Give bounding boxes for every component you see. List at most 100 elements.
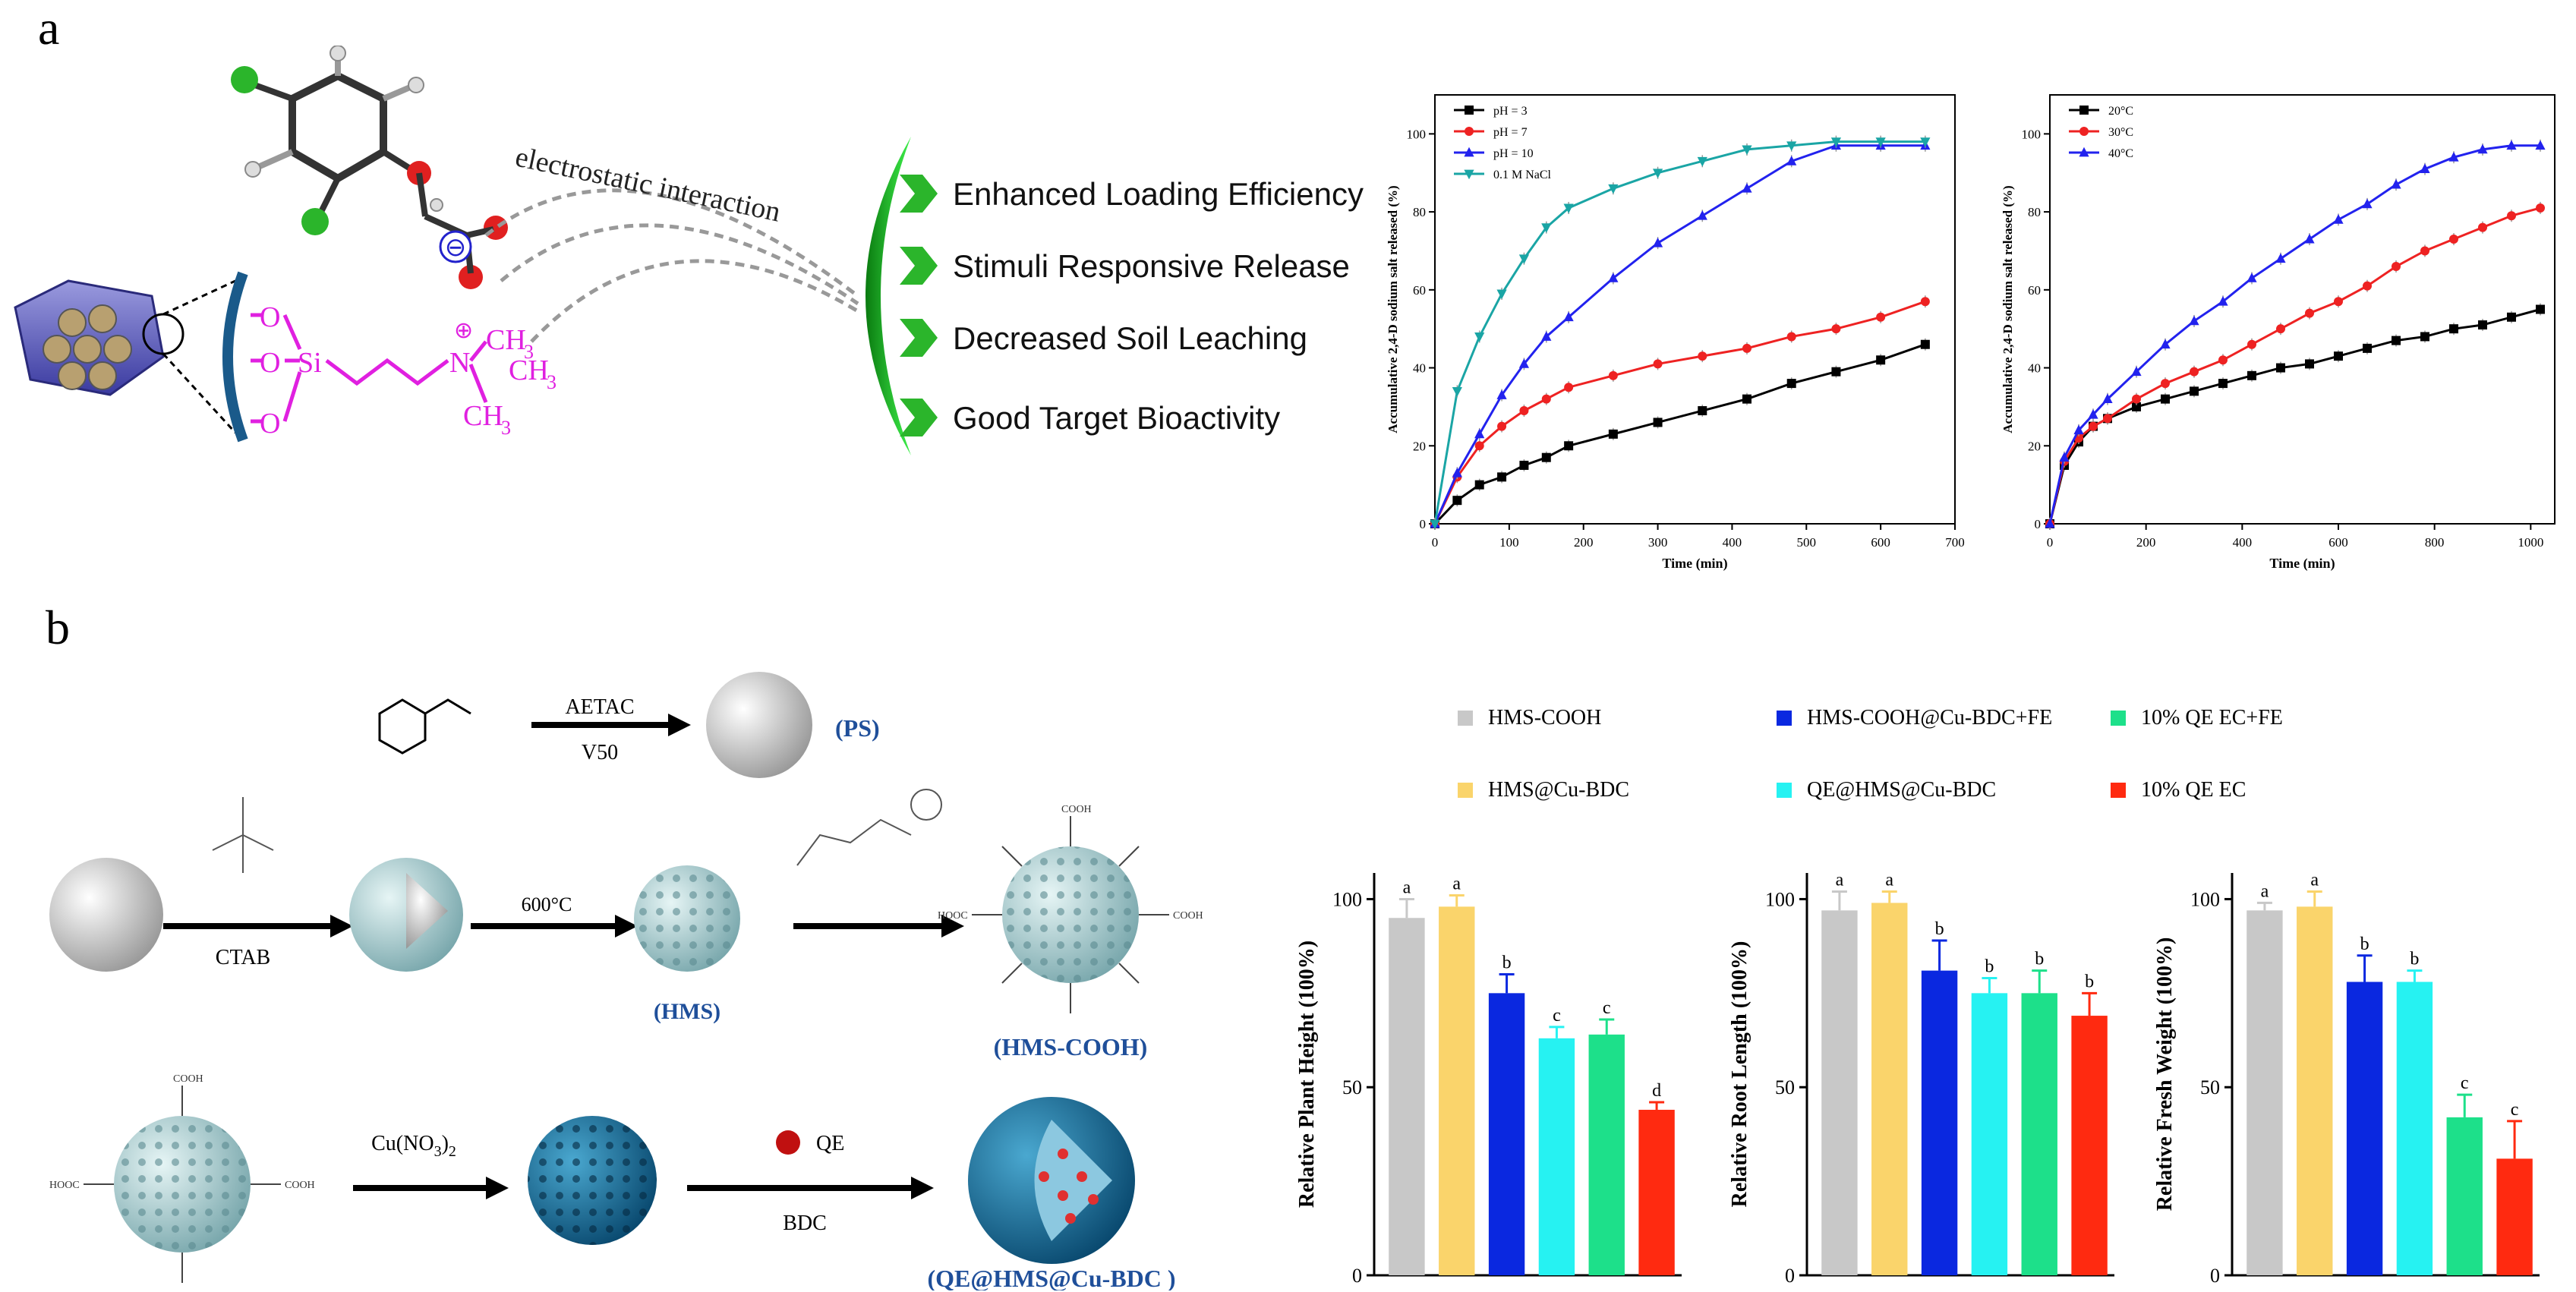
y-axis-label: Relative Plant Height (100%) xyxy=(1295,941,1319,1208)
qe-loaded-particles xyxy=(1039,1149,1099,1224)
feature-1: Enhanced Loading Efficiency xyxy=(953,176,1364,212)
data-point xyxy=(1519,406,1529,416)
legend-label: QE@HMS@Cu-BDC xyxy=(1807,778,1996,802)
data-point xyxy=(1519,460,1529,470)
y-tick-label: 100 xyxy=(1407,127,1427,141)
significance-letter: c xyxy=(2511,1100,2519,1120)
legend-label: HMS-COOH@Cu-BDC+FE xyxy=(1807,706,2052,730)
data-point xyxy=(2045,518,2055,528)
data-point xyxy=(2079,106,2089,115)
x-tick-label: 0 xyxy=(1432,535,1439,550)
series-line xyxy=(2048,144,2540,525)
hms-cooh-ligand-labels: COOH COOH HOOC xyxy=(938,804,1203,922)
x-axis-label: Time (min) xyxy=(1662,556,1727,572)
data-point xyxy=(2059,452,2070,462)
data-point xyxy=(1608,273,1619,282)
data-point xyxy=(1452,468,1462,477)
cu-bdc-pores xyxy=(528,1116,657,1245)
data-point xyxy=(1742,145,1752,156)
data-point xyxy=(2420,163,2430,173)
methyl-3: CH xyxy=(463,400,503,432)
series-ph-7 xyxy=(1430,295,1930,530)
interaction-label: electrostatic interaction xyxy=(512,141,784,228)
series-line xyxy=(2048,308,2541,525)
data-point xyxy=(1564,383,1574,392)
bar xyxy=(1488,993,1525,1275)
methyl-2-sub: 3 xyxy=(547,371,557,393)
y-tick-label: 0 xyxy=(2035,517,2042,531)
reagent-cu-nitrate: Cu(NO3)2 xyxy=(371,1132,456,1160)
data-point xyxy=(2160,339,2171,349)
data-point xyxy=(1496,289,1507,300)
plant-height-chart: 0 50 100 Relative Plant Height (100%) a a b c c d xyxy=(1295,873,1682,1287)
data-point xyxy=(2102,393,2113,404)
ligand-label: COOH xyxy=(173,1073,203,1085)
minus-sign: ⊖ xyxy=(445,234,467,262)
data-point xyxy=(2334,351,2343,361)
reagent-qe: QE xyxy=(816,1132,844,1155)
data-point xyxy=(2218,296,2228,306)
feature-chevron-icon xyxy=(900,175,938,213)
hms-cooh-label: (HMS-COOH) xyxy=(994,1033,1148,1060)
arrow-3-head xyxy=(615,915,638,937)
y-tick-label: 40 xyxy=(1413,361,1426,376)
x-axis-label: Time (min) xyxy=(2269,556,2335,572)
release-ph-chart: 0 100 200 300 400 500 600 700 0 20 40 60 80 100 Time (… xyxy=(1386,94,1965,572)
data-point xyxy=(2477,143,2488,154)
data-point xyxy=(2392,336,2401,345)
bar-legend: HMS-COOH HMS@Cu-BDC HMS-COOH@Cu-BDC+FE QE@H… xyxy=(1458,706,2283,802)
release-temp-chart: 0 200 400 600 800 1000 0 20 40 60 80 100 Time (min) A… xyxy=(2001,94,2556,572)
feature-chevron-icon xyxy=(900,399,938,436)
hms-pores xyxy=(634,865,740,972)
data-point xyxy=(2079,127,2089,136)
data-point xyxy=(2247,273,2257,282)
lens-shape xyxy=(865,137,911,455)
bar xyxy=(2247,910,2283,1275)
data-point xyxy=(2131,366,2142,377)
y-tick-label: 0 xyxy=(1785,1265,1795,1287)
data-point xyxy=(2362,198,2373,209)
calcination-temp: 600°C xyxy=(522,893,572,915)
legend-label: HMS-COOH xyxy=(1488,706,1601,730)
significance-letter: a xyxy=(1885,871,1893,890)
significance-letter: b xyxy=(1935,919,1944,939)
data-point xyxy=(2304,233,2315,244)
ligand-label: COOH xyxy=(285,1180,315,1191)
coated-sphere-cutaway xyxy=(406,873,448,949)
negative-charge-icon xyxy=(439,230,472,263)
data-point xyxy=(1920,339,1930,349)
data-point xyxy=(2161,394,2170,404)
data-point xyxy=(1786,379,1796,389)
feature-2: Stimuli Responsive Release xyxy=(953,248,1350,284)
data-point xyxy=(1452,386,1462,397)
legend-label: HMS@Cu-BDC xyxy=(1488,778,1629,802)
data-point xyxy=(1541,452,1551,462)
y-tick-label: 50 xyxy=(2200,1076,2220,1098)
significance-letter: b xyxy=(1502,953,1512,973)
data-point xyxy=(1563,203,1574,214)
ps-sphere xyxy=(706,672,812,778)
significance-letter: c xyxy=(2461,1073,2469,1093)
methyl-2: CH xyxy=(509,355,549,386)
data-point xyxy=(1564,441,1574,451)
oxygen-1: O xyxy=(260,301,280,333)
data-point xyxy=(2536,203,2545,213)
bar xyxy=(1971,993,2008,1275)
series-ph-10 xyxy=(1430,139,1931,530)
y-tick-label: 100 xyxy=(2190,888,2220,910)
y-axis-label: Relative Fresh Weight (100%) xyxy=(2153,937,2177,1212)
data-point xyxy=(2363,343,2372,353)
data-point xyxy=(1786,141,1797,151)
data-point xyxy=(1831,367,1841,377)
methyl-1: CH xyxy=(486,324,526,356)
methyl-3-sub: 3 xyxy=(501,417,511,439)
data-point xyxy=(1474,441,1484,451)
qe-molecule-icon xyxy=(776,1130,800,1155)
significance-letter: c xyxy=(1553,1006,1561,1026)
methyl-1-sub: 3 xyxy=(524,341,534,363)
data-point xyxy=(2449,324,2458,334)
reagent-bdc: BDC xyxy=(783,1212,827,1235)
data-point xyxy=(2276,363,2285,373)
data-point xyxy=(2449,235,2458,244)
data-point xyxy=(1465,127,1474,136)
